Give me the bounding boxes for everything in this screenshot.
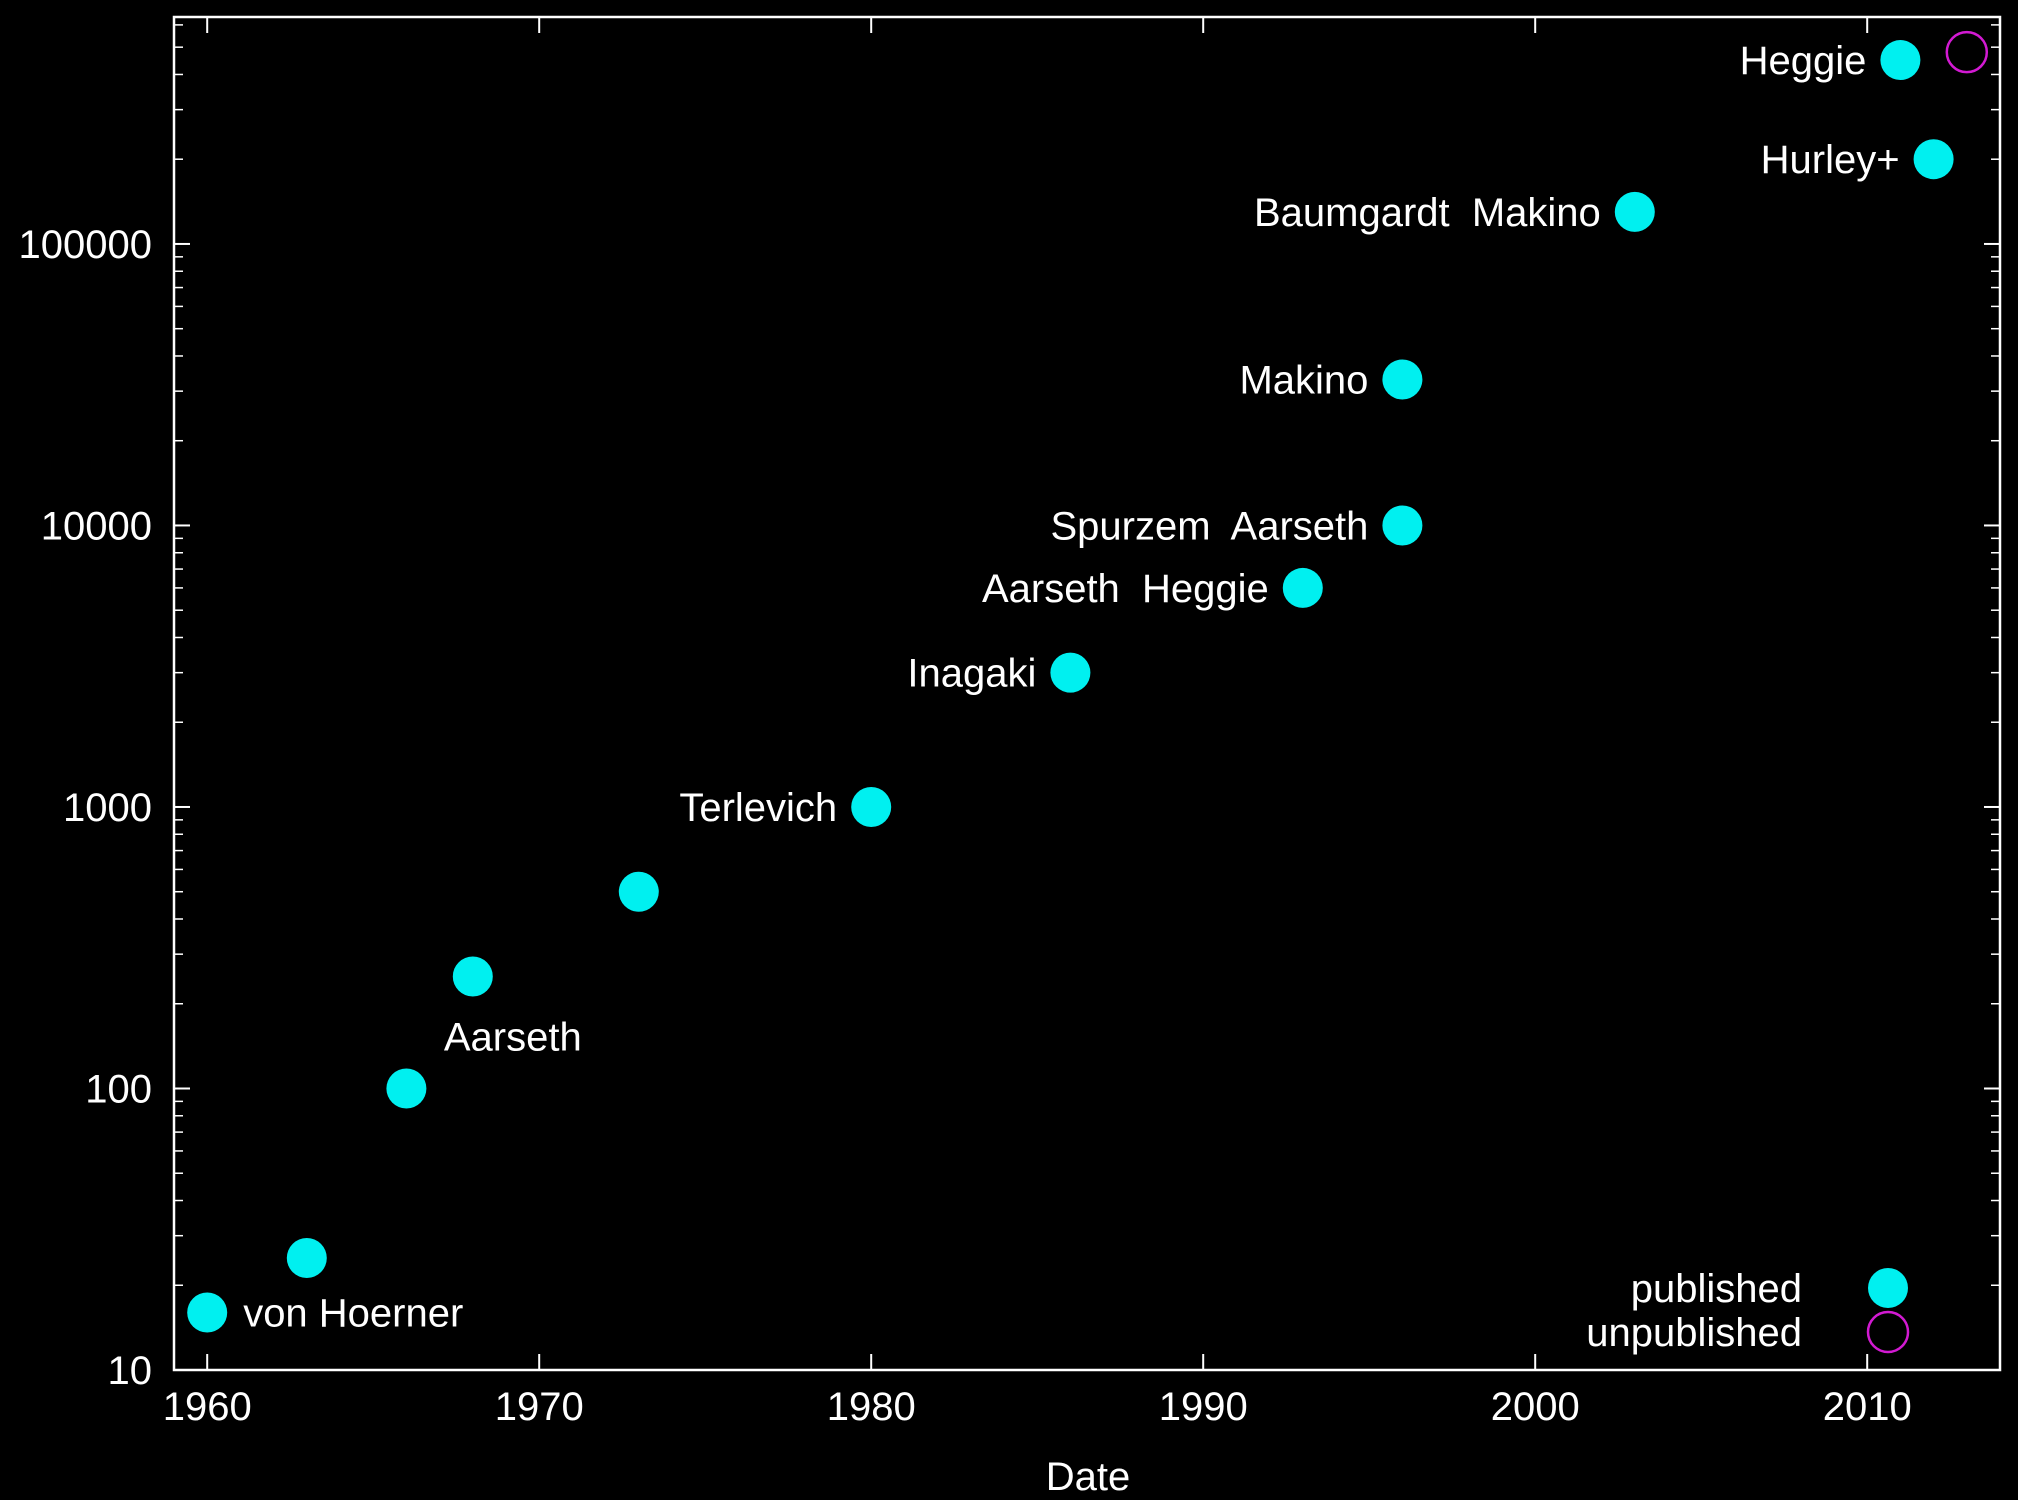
- x-tick-label: 2010: [1823, 1385, 1912, 1429]
- data-point-published: [1614, 191, 1655, 232]
- data-point-published: [1913, 139, 1954, 180]
- point-labels: von Hoerner Aarseth Terlevich Inagaki Aarset…: [243, 39, 1899, 1335]
- legend-marker-published: [1868, 1268, 1908, 1308]
- data-point-published: [187, 1292, 228, 1333]
- y-tick-label: 100: [85, 1067, 152, 1111]
- data-point-published: [1382, 359, 1423, 400]
- point-label: Heggie: [1740, 39, 1867, 83]
- x-tick-label: 1990: [1159, 1385, 1248, 1429]
- x-tick-label: 1960: [163, 1385, 252, 1429]
- point-label: Aarseth: [444, 1015, 582, 1059]
- x-tick-label: 2000: [1491, 1385, 1580, 1429]
- data-point-published: [452, 956, 493, 997]
- legend-label-published: published: [1631, 1267, 1802, 1311]
- point-label: Baumgardt Makino: [1254, 191, 1601, 235]
- point-label: von Hoerner: [243, 1292, 463, 1336]
- data-point-published: [1382, 505, 1423, 546]
- data-point-published: [386, 1068, 427, 1109]
- point-label: Aarseth Heggie: [982, 567, 1269, 611]
- point-label: Spurzem Aarseth: [1050, 504, 1368, 548]
- x-tick-label: 1970: [495, 1385, 584, 1429]
- x-axis-title: Date: [1046, 1455, 1131, 1499]
- y-tick-label: 1000: [63, 786, 152, 830]
- point-label: Inagaki: [907, 652, 1036, 696]
- point-label: Makino: [1239, 358, 1368, 402]
- axes: [172, 15, 2002, 1372]
- data-point-published: [618, 871, 659, 912]
- point-label: Hurley+: [1761, 138, 1900, 182]
- data-points: [187, 30, 1989, 1333]
- y-tick-label: 100000: [19, 223, 152, 267]
- point-label: Terlevich: [679, 786, 837, 830]
- data-point-published: [1050, 652, 1091, 693]
- y-tick-label: 10: [108, 1349, 153, 1393]
- legend-label-unpublished: unpublished: [1586, 1311, 1802, 1355]
- data-point-unpublished: [1945, 30, 1989, 74]
- data-point-published: [851, 786, 892, 827]
- ticks: 1960 1970 1980 1990 2000 2010 10 100 1000 10000 10…: [19, 17, 2000, 1429]
- data-point-published: [1880, 40, 1921, 81]
- data-point-published: [1282, 567, 1323, 608]
- plot-frame: [172, 15, 2002, 1372]
- data-point-published: [286, 1237, 327, 1278]
- y-tick-label: 10000: [41, 504, 152, 548]
- x-tick-label: 1980: [827, 1385, 916, 1429]
- legend-marker-unpublished: [1866, 1310, 1910, 1354]
